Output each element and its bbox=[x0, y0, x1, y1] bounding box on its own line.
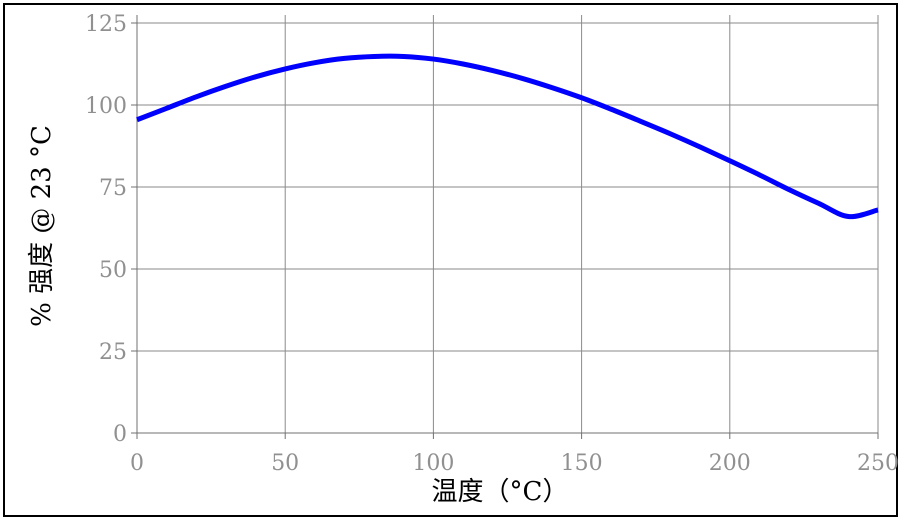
y-tick-label: 75 bbox=[99, 176, 127, 201]
series-lines bbox=[136, 53, 879, 220]
y-tick-label: 50 bbox=[99, 258, 127, 283]
x-tick-label: 100 bbox=[412, 451, 454, 476]
y-tick-label: 125 bbox=[85, 12, 127, 37]
chart-frame bbox=[3, 3, 898, 517]
x-tick-label: 250 bbox=[857, 451, 899, 476]
y-tick-label: 100 bbox=[85, 94, 127, 119]
x-tick-label: 0 bbox=[130, 451, 144, 476]
x-tick-label: 200 bbox=[709, 451, 751, 476]
x-tick-label: 50 bbox=[271, 451, 299, 476]
axes bbox=[131, 15, 879, 439]
x-tick-labels: 0 50 100 150 200 250 bbox=[130, 451, 899, 476]
y-tick-label: 25 bbox=[99, 340, 127, 365]
y-tick-labels: 0 25 50 75 100 125 bbox=[85, 12, 127, 447]
y-tick-label: 0 bbox=[113, 422, 127, 447]
y-axis-title: % 强度 @ 23 °C bbox=[27, 125, 57, 327]
x-tick-label: 150 bbox=[561, 451, 603, 476]
grid bbox=[137, 15, 879, 433]
x-axis-title: 温度（°C） bbox=[432, 477, 569, 507]
series-line bbox=[136, 53, 879, 220]
